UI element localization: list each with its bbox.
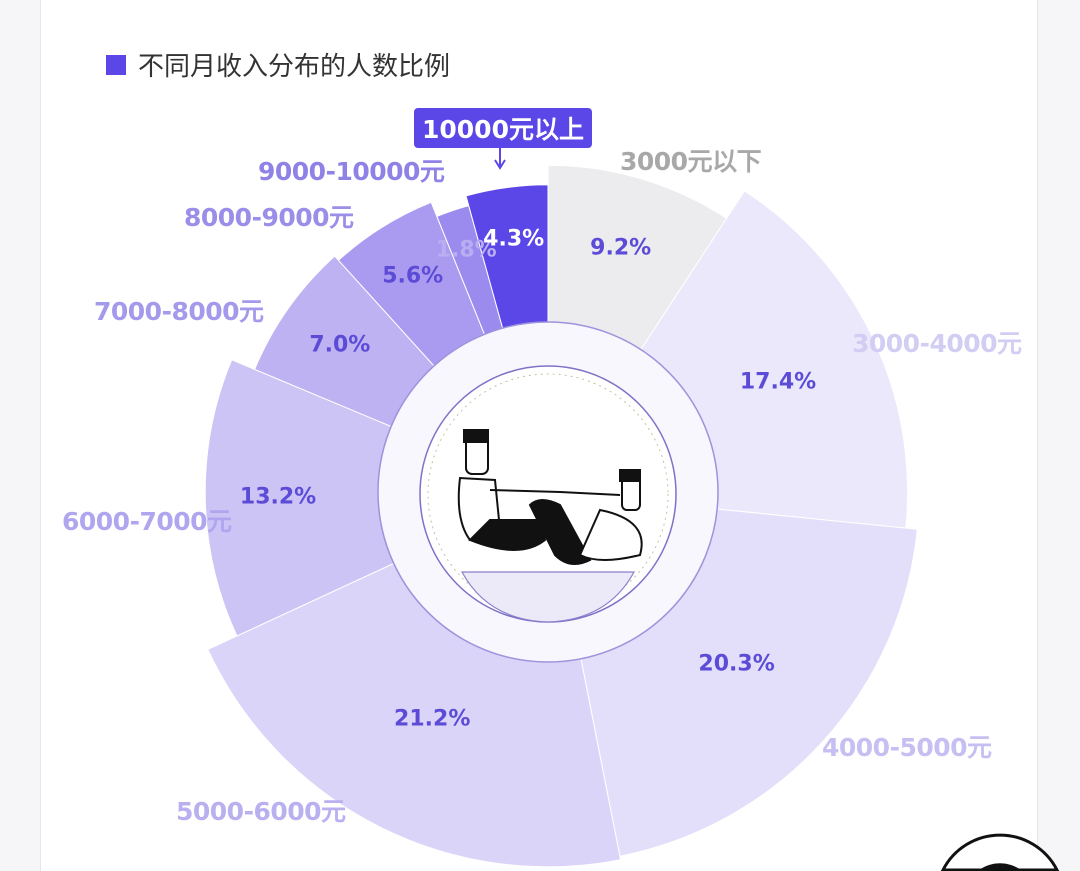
legend: 不同月收入分布的人数比例 xyxy=(106,46,450,83)
value-label: 17.4% xyxy=(739,369,817,395)
category-label: 3000元以下 xyxy=(620,147,762,176)
callout-arrow-icon xyxy=(494,144,506,170)
category-label: 8000-9000元 xyxy=(184,203,354,232)
people-illustration-icon xyxy=(457,429,643,565)
value-label: 7.0% xyxy=(309,332,371,358)
value-label: 13.2% xyxy=(239,484,317,510)
value-label: 9.2% xyxy=(590,235,652,261)
category-label: 4000-5000元 xyxy=(822,733,992,762)
value-label: 1.8% xyxy=(435,237,497,263)
category-label: 9000-10000元 xyxy=(258,157,445,186)
value-label: 4.3% xyxy=(483,226,545,252)
badge-icon xyxy=(940,833,1060,871)
callout-label: 10000元以上 xyxy=(414,108,592,148)
category-label: 6000-7000元 xyxy=(62,507,232,536)
badge-inner-icon xyxy=(979,863,1021,870)
value-label: 21.2% xyxy=(394,706,471,732)
rose-slice xyxy=(204,359,550,637)
value-label: 20.3% xyxy=(698,651,775,677)
legend-label: 不同月收入分布的人数比例 xyxy=(138,52,451,82)
value-label: 5.6% xyxy=(382,263,444,289)
legend-swatch xyxy=(106,54,126,75)
category-label: 7000-8000元 xyxy=(94,297,264,326)
category-label: 5000-6000元 xyxy=(176,797,346,826)
category-label: 3000-4000元 xyxy=(852,329,1022,358)
dotted-ring xyxy=(427,373,669,615)
bowl-shape xyxy=(460,571,636,623)
